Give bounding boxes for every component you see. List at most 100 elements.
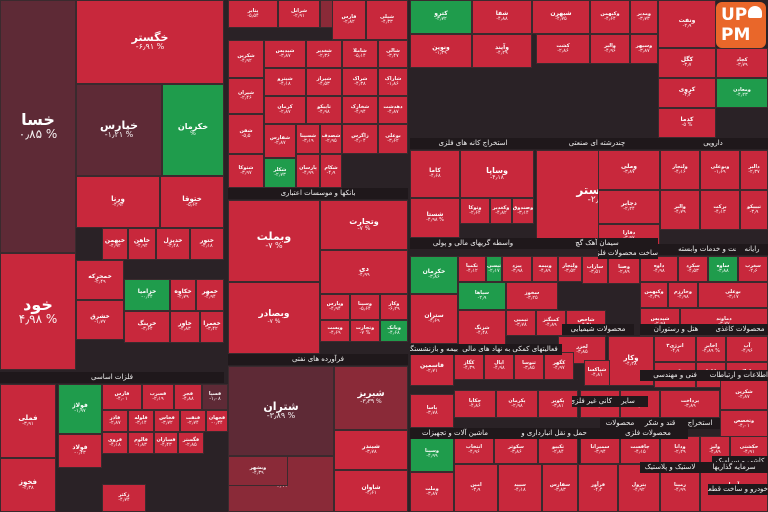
treemap-tile[interactable]: پتایر -۵٫۵۴ bbox=[228, 0, 278, 28]
treemap-tile[interactable]: وسینا -۵٫۶۴ bbox=[350, 294, 380, 320]
treemap-tile[interactable]: تپسی -۲٫۱۷ bbox=[486, 256, 502, 282]
treemap-tile[interactable]: فنفت -۲٫۷۴ bbox=[180, 410, 206, 432]
treemap-tile[interactable]: شتران -۳٫۸۹ % bbox=[228, 366, 334, 456]
treemap-tile[interactable]: بوعلی -۳٫۶۲ bbox=[378, 124, 408, 154]
treemap-tile[interactable]: شاوان -۴٫۶۱ bbox=[334, 470, 408, 512]
treemap-tile[interactable]: وبوعلی -۱٫۶۹ bbox=[700, 150, 740, 190]
treemap-tile[interactable]: شسینا -۳٫۱۹ bbox=[296, 124, 320, 154]
treemap-tile[interactable]: کدما -۵ % bbox=[658, 108, 716, 138]
treemap-tile[interactable]: ونفت -۲٫۹ bbox=[658, 0, 716, 48]
treemap-tile[interactable]: ستران -۴٫۶۹ bbox=[410, 294, 458, 344]
treemap-tile[interactable]: وبصادر -۷ % bbox=[228, 282, 320, 354]
treemap-tile[interactable]: فسازان -۴٫۴۳ bbox=[154, 432, 178, 454]
treemap-tile[interactable]: پرداخت -۳٫۸۹ bbox=[660, 390, 720, 418]
treemap-tile[interactable]: شپاکسا -۴٫۸۱ bbox=[584, 360, 610, 386]
treemap-tile[interactable]: فروی -۴٫۱۸ bbox=[102, 432, 128, 454]
treemap-tile[interactable]: سکرد -۴٫۵۳ bbox=[678, 256, 708, 282]
treemap-tile[interactable]: شفن -۵٫۵ bbox=[228, 114, 264, 154]
treemap-tile[interactable]: خبهمن -۴٫۹۲ bbox=[102, 228, 128, 260]
treemap-tile[interactable]: شراک -۴٫۳۸ bbox=[342, 68, 378, 96]
treemap-tile[interactable]: کروی -۳٫۲ bbox=[658, 78, 716, 108]
treemap-tile[interactable]: کگاز -۴٫۳۹ bbox=[454, 352, 484, 380]
treemap-tile[interactable]: ورنا -۴٫۹۴ bbox=[76, 176, 160, 228]
treemap-tile[interactable]: کگل -۳٫۷ bbox=[658, 48, 716, 78]
treemap-tile[interactable]: ومعادن -۴٫۲۳ bbox=[716, 78, 768, 108]
treemap-tile[interactable]: اپال -۴٫۹۸ bbox=[484, 352, 514, 380]
treemap-tile[interactable]: والبر -۴٫۹۶ bbox=[590, 34, 630, 64]
treemap-tile[interactable]: وتجارت -۷ % bbox=[350, 320, 380, 342]
treemap-tile[interactable]: فجر -۴٫۸۸ bbox=[174, 384, 202, 410]
treemap-tile[interactable]: زکثر -۴٫۷۴ bbox=[102, 484, 146, 512]
treemap-tile[interactable]: وآیند -۴٫۲۹ bbox=[472, 34, 532, 68]
treemap-tile[interactable]: کرمان -۲٫۸۷ bbox=[264, 96, 306, 124]
treemap-tile[interactable]: کچاد -۳٫۷۹ bbox=[716, 48, 768, 78]
treemap-tile[interactable]: وساپا -۴٫۱۸ bbox=[460, 150, 534, 198]
treemap-tile[interactable]: فجهان -۰٫۳۴ bbox=[206, 410, 228, 432]
treemap-tile[interactable]: پیزد -۳٫۹۸ bbox=[502, 256, 532, 282]
treemap-tile[interactable]: کاما -۴٫۶۸ bbox=[410, 150, 460, 198]
treemap-tile[interactable]: سمیرانا -۳٫۹۴ bbox=[580, 436, 620, 464]
treemap-tile[interactable]: فخاس -۳٫۷۲ bbox=[154, 410, 180, 432]
treemap-tile[interactable]: ونوین -۱٫۳۹ bbox=[410, 34, 472, 68]
treemap-tile[interactable]: وکبهمن -۴٫۳۹ bbox=[640, 282, 668, 308]
treemap-tile[interactable]: شبندر -۳٫۷۸ bbox=[334, 430, 408, 470]
treemap-tile[interactable]: خعمرا -۳٫۴۲ bbox=[200, 311, 224, 343]
treemap-tile[interactable]: ولتجار -۳٫۵۲ bbox=[558, 256, 582, 282]
treemap-tile[interactable]: وصنا -۲٫۸۹ bbox=[608, 256, 640, 284]
treemap-tile[interactable]: وکغدیر -۴٫۸۲ bbox=[490, 198, 512, 224]
treemap-tile[interactable]: خکرمان -۳٫۸۶ bbox=[410, 256, 458, 294]
treemap-tile[interactable]: پکرمان -۲٫۹۸ bbox=[496, 390, 538, 418]
treemap-tile[interactable]: وتجارت -۷ % bbox=[320, 200, 408, 250]
treemap-tile[interactable]: وملی -۳٫۸۷ bbox=[598, 150, 660, 190]
treemap-tile[interactable]: کگهر -۴٫۹۷ bbox=[544, 352, 574, 380]
treemap-tile[interactable]: ولیز -۴٫۸۹ bbox=[700, 436, 730, 464]
treemap-tile[interactable]: خکرمان% bbox=[162, 84, 224, 176]
treemap-tile[interactable]: ومدیر -۳٫۷۳ bbox=[630, 0, 658, 34]
treemap-tile[interactable]: فسپا -۱٫۰۸ bbox=[202, 384, 228, 410]
treemap-tile[interactable]: شفا -۴٫۸۸ bbox=[472, 0, 532, 34]
treemap-tile[interactable]: کترو -۳٫۷۲ bbox=[410, 0, 472, 34]
treemap-tile[interactable]: شبریز -۳٫۳۹ % bbox=[334, 366, 408, 430]
treemap-tile[interactable]: شپلی -۴٫۳۳ bbox=[366, 0, 408, 40]
treemap-tile[interactable]: شصدف -۲٫۹۵ bbox=[320, 124, 342, 154]
treemap-tile[interactable]: زاگرس -۴٫۰۴ bbox=[342, 124, 378, 154]
treemap-tile[interactable]: فرآور -۴٫۴ bbox=[578, 464, 618, 512]
treemap-tile[interactable]: فولاد -۰٫۴۳ bbox=[58, 434, 102, 468]
treemap-tile[interactable]: کمنگنز -۴٫۸۹ bbox=[536, 310, 566, 336]
treemap-tile[interactable]: ختوقا -۵٫۶۴ bbox=[160, 176, 224, 228]
treemap-tile[interactable]: سپید -۴٫۱۸ bbox=[498, 464, 542, 512]
treemap-tile[interactable]: وبیمه -۴٫۸۹ bbox=[532, 256, 558, 282]
treemap-tile[interactable]: تیپیکو -۳٫۹ bbox=[740, 190, 768, 230]
treemap-tile[interactable]: خرینگ -۳٫۶۴ bbox=[124, 311, 170, 343]
treemap-tile[interactable]: دی -۴٫۹۹ bbox=[320, 250, 408, 294]
treemap-tile[interactable]: دجابر -۲٫۲۴ bbox=[598, 190, 660, 224]
treemap-tile[interactable]: فگستر -۲٫۸۵ bbox=[178, 432, 204, 454]
treemap-tile[interactable]: وبشهر -۴٫۳۹ bbox=[228, 456, 288, 486]
treemap-tile[interactable]: فالوم -۱٫۸۳ bbox=[128, 432, 154, 454]
treemap-tile[interactable]: فاسمین -۲٫۷۱ bbox=[410, 352, 454, 386]
treemap-tile[interactable]: خکاوه -۲٫۷۹ bbox=[170, 279, 196, 311]
treemap-tile[interactable]: شتوکا -۳٫۹۷ bbox=[228, 154, 264, 188]
treemap-tile[interactable]: ختور -۲٫۱۸ bbox=[190, 228, 224, 260]
treemap-tile[interactable]: دالبر -۲٫۳۷ bbox=[740, 150, 768, 190]
treemap-tile[interactable]: شاراک -۱٫۸۶ bbox=[378, 68, 408, 96]
treemap-tile[interactable]: شپترو -۴٫۱۸ bbox=[264, 68, 306, 96]
treemap-tile[interactable]: شخارک -۴٫۹۴ bbox=[342, 96, 378, 124]
treemap-tile[interactable]: وبملت -۷ % bbox=[228, 200, 320, 282]
treemap-tile[interactable]: شغدیر -۲٫۳۶ bbox=[306, 40, 342, 68]
treemap-tile[interactable]: داوه -۴٫۹۸ bbox=[640, 256, 678, 282]
treemap-tile[interactable]: شرانل -۲٫۹۱ bbox=[278, 0, 320, 28]
treemap-tile[interactable]: فارس -۲٫۸۲ bbox=[332, 0, 366, 40]
treemap-tile[interactable]: سغرب -۲٫۶ bbox=[738, 256, 768, 282]
treemap-tile[interactable]: شکام -۴٫۹ bbox=[320, 154, 342, 188]
treemap-tile[interactable]: وپارس -۴٫۹۴ bbox=[320, 294, 350, 320]
treemap-tile[interactable]: وملت -۳٫۸۷ bbox=[410, 472, 454, 512]
treemap-tile[interactable]: خود ۴٫۹۸ % bbox=[0, 253, 76, 370]
treemap-tile[interactable]: شکلر -۲٫۷۳ bbox=[264, 158, 296, 188]
treemap-tile[interactable]: وپست -۴٫۶۹ bbox=[320, 320, 350, 342]
treemap-tile[interactable]: شبهرن -۴٫۷۵ bbox=[532, 0, 590, 34]
treemap-tile[interactable]: دهدشت -۴٫۸۷ bbox=[378, 96, 408, 124]
treemap-tile[interactable]: فلوله -۳٫۱۴ bbox=[128, 410, 154, 432]
treemap-tile[interactable]: وکبهمن -۴٫۶۴ bbox=[590, 0, 630, 34]
treemap-tile[interactable]: انرژی۳ -۴٫۹ bbox=[654, 336, 696, 362]
